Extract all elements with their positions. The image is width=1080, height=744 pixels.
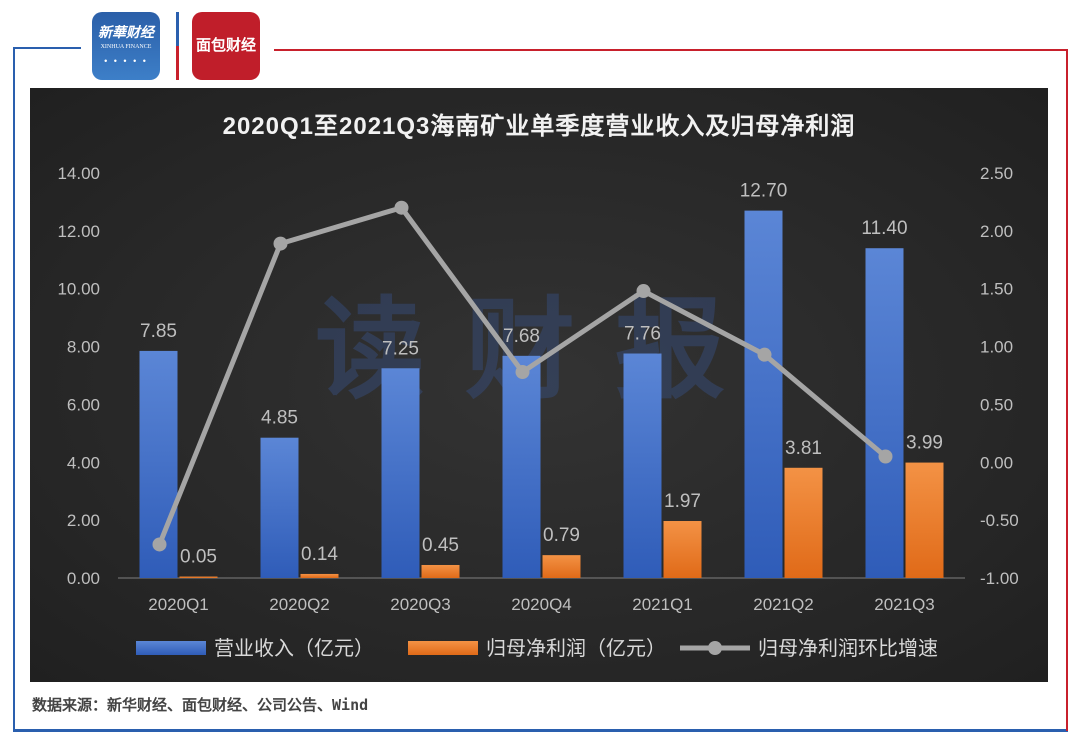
right-axis-tick: 0.50: [980, 395, 1013, 414]
chart-svg: 读财报2020Q1至2021Q3海南矿业单季度营业收入及归母净利润0.002.0…: [57, 112, 1019, 660]
profit-bar: [179, 576, 218, 578]
legend-label-profit: 归母净利润（亿元）: [486, 637, 666, 660]
x-axis-tick: 2021Q3: [874, 595, 935, 614]
revenue-data-label: 11.40: [861, 218, 907, 239]
revenue-bar: [623, 353, 662, 578]
profit-data-label: 0.14: [301, 544, 338, 565]
profit-data-label: 0.79: [543, 525, 580, 546]
legend-label-revenue: 营业收入（亿元）: [214, 637, 374, 660]
growth-point: [273, 236, 288, 251]
left-axis-tick: 10.00: [57, 280, 100, 299]
revenue-bar: [744, 210, 783, 578]
chart-panel: 读财报 2020Q1至2021Q3海南矿业单季度营业收入及归母净利润 0.00 2.0…: [30, 88, 1048, 682]
mianbao-finance-logo: 面包财经: [192, 12, 260, 80]
left-axis-tick: 2.00: [67, 511, 100, 530]
chart-title: 2020Q1至2021Q3海南矿业单季度营业收入及归母净利润: [223, 112, 856, 140]
left-axis-tick: 8.00: [67, 338, 100, 357]
growth-point: [394, 200, 409, 215]
revenue-bar: [865, 248, 904, 578]
revenue-data-label: 7.25: [382, 338, 419, 359]
x-axis-tick: 2021Q1: [632, 595, 693, 614]
revenue-bar: [502, 355, 541, 578]
left-axis-tick: 14.00: [57, 164, 100, 183]
left-axis-tick: 12.00: [57, 222, 100, 241]
legend-swatch-growth-point: [708, 641, 722, 655]
growth-point: [878, 449, 893, 464]
frame-border-right: [1066, 49, 1068, 731]
profit-bar: [300, 573, 339, 578]
legend-label-growth: 归母净利润环比增速: [758, 637, 938, 660]
frame-border-top-blue: [13, 47, 81, 49]
profit-bar: [905, 462, 944, 578]
right-axis-tick: -0.50: [980, 511, 1019, 530]
profit-data-label: 3.99: [906, 433, 943, 454]
x-axis-tick: 2020Q4: [511, 595, 572, 614]
frame-border-left: [13, 47, 15, 731]
profit-bar: [421, 564, 460, 578]
revenue-bar: [381, 368, 420, 578]
logo-separator: [176, 12, 179, 80]
revenue-bar: [260, 437, 299, 578]
profit-bar: [542, 555, 581, 578]
growth-point: [515, 365, 530, 380]
x-axis-tick: 2020Q1: [148, 595, 209, 614]
x-axis-tick: 2020Q2: [269, 595, 330, 614]
revenue-data-label: 4.85: [261, 408, 298, 429]
left-axis-tick: 4.00: [67, 453, 100, 472]
profit-data-label: 1.97: [664, 491, 701, 512]
xinhua-finance-logo: 新華财经 XINHUA FINANCE • • • • •: [92, 12, 160, 80]
right-axis-tick: -1.00: [980, 569, 1019, 588]
right-axis-tick: 2.00: [980, 222, 1013, 241]
left-axis-tick: 6.00: [67, 395, 100, 414]
x-axis-tick: 2020Q3: [390, 595, 451, 614]
source-note: 数据来源：新华财经、面包财经、公司公告、Wind: [32, 696, 369, 714]
profit-data-label: 3.81: [785, 438, 822, 459]
left-axis-tick: 0.00: [67, 569, 100, 588]
right-axis-tick: 0.00: [980, 453, 1013, 472]
right-axis-tick: 1.00: [980, 338, 1013, 357]
revenue-data-label: 12.70: [740, 181, 788, 202]
revenue-data-label: 7.76: [624, 324, 661, 345]
revenue-data-label: 7.68: [503, 326, 540, 347]
legend-swatch-revenue: [136, 641, 206, 655]
x-axis-tick: 2021Q2: [753, 595, 814, 614]
profit-bar: [784, 467, 823, 578]
growth-point: [757, 347, 772, 362]
legend-swatch-profit: [408, 641, 478, 655]
right-axis-tick: 2.50: [980, 164, 1013, 183]
frame-border-bottom: [13, 729, 1068, 732]
growth-point: [636, 284, 651, 299]
frame-border-top-red: [274, 49, 1068, 51]
growth-point: [152, 537, 167, 552]
profit-data-label: 0.45: [422, 535, 459, 556]
profit-data-label: 0.05: [180, 547, 217, 568]
right-axis-tick: 1.50: [980, 280, 1013, 299]
revenue-data-label: 7.85: [140, 321, 177, 342]
profit-bar: [663, 521, 702, 578]
